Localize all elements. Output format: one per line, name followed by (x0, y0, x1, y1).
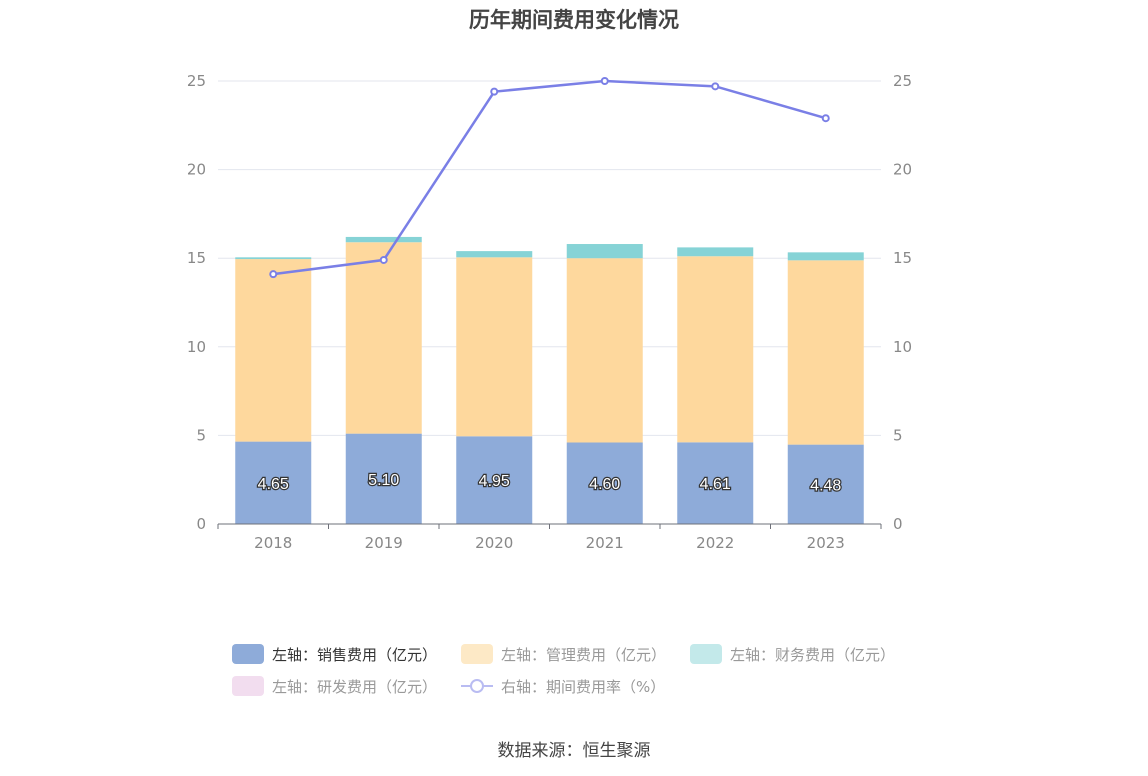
legend-row: 左轴：研发费用（亿元） 右轴：期间费用率（%） (232, 670, 952, 702)
x-tick-label: 2022 (696, 534, 734, 552)
legend-row: 左轴：销售费用（亿元） 左轴：管理费用（亿元） 左轴：财务费用（亿元） (232, 638, 952, 670)
bar-segment (787, 252, 864, 261)
bar-segment (787, 444, 864, 524)
bar-segment (235, 441, 312, 524)
x-tick-label: 2023 (807, 534, 845, 552)
y-right-tick-label: 20 (893, 161, 912, 179)
legend-swatch-icon (690, 644, 723, 664)
legend-label: 右轴：期间费用率（%） (501, 677, 666, 696)
legend-item[interactable]: 左轴：管理费用（亿元） (461, 644, 666, 665)
x-tick-label: 2018 (254, 534, 292, 552)
y-right-tick-label: 25 (893, 72, 912, 90)
bar-segment (566, 442, 643, 524)
y-left-tick-label: 5 (196, 426, 206, 444)
legend-swatch-icon (232, 676, 264, 696)
bar-segment (235, 259, 312, 442)
bar-segment (235, 257, 312, 260)
legend-item[interactable]: 左轴：研发费用（亿元） (232, 676, 437, 697)
bar-segment (566, 244, 643, 259)
legend-item[interactable]: 左轴：财务费用（亿元） (690, 644, 895, 665)
y-left-tick-label: 0 (196, 515, 206, 533)
axis-layer: 0 5 10 15 20 25 0 5 10 15 20 25 2018 2019 2020 2021 2022… (187, 72, 912, 552)
y-left-tick-label: 15 (187, 249, 206, 267)
legend-label: 左轴：销售费用（亿元） (272, 645, 438, 664)
bar-segment (677, 256, 754, 443)
bar-segment (787, 260, 864, 445)
legend-swatch-icon (232, 644, 264, 664)
y-right-tick-label: 5 (893, 426, 903, 444)
bar-segment (677, 442, 754, 524)
y-right-tick-label: 10 (893, 338, 912, 356)
rate-point (821, 114, 830, 123)
legend-line-marker-icon (461, 676, 494, 696)
y-right-tick-label: 0 (893, 515, 903, 533)
rate-point (711, 82, 720, 91)
x-tick-label: 2021 (586, 534, 624, 552)
bar-segment (677, 247, 754, 257)
rate-line (273, 79, 827, 276)
bar-layer (235, 236, 864, 524)
y-right-tick-label: 15 (893, 249, 912, 267)
bar-segment (345, 242, 422, 434)
bar-segment (345, 236, 422, 243)
rate-point (269, 270, 278, 279)
rate-point (379, 255, 388, 264)
bar-segment (566, 258, 643, 443)
legend: 左轴：销售费用（亿元） 左轴：管理费用（亿元） 左轴：财务费用（亿元） 左轴：研发费… (232, 638, 952, 702)
bar-value-label: 4.48 (810, 477, 841, 494)
legend-label: 左轴：研发费用（亿元） (272, 677, 438, 696)
rate-point (490, 87, 499, 96)
legend-item[interactable]: 左轴：销售费用（亿元） (232, 644, 437, 665)
bar-value-label: 4.65 (258, 476, 289, 493)
bar-value-label: 4.95 (479, 473, 510, 490)
legend-label: 左轴：财务费用（亿元） (730, 645, 896, 664)
bar-segment (456, 251, 533, 258)
rate-point (600, 77, 609, 85)
chart-title: 历年期间费用变化情况 (469, 8, 679, 32)
legend-swatch-icon (461, 644, 494, 664)
bar-segment (345, 433, 422, 524)
label-layer: 4.65 5.10 4.95 4.60 4.61 4.48 (256, 471, 842, 496)
y-left-tick-label: 20 (187, 161, 206, 179)
x-tick-label: 2019 (365, 534, 403, 552)
source-note: 数据来源：恒生聚源 (497, 741, 651, 761)
bar-segment (456, 436, 533, 524)
bar-value-label: 5.10 (368, 472, 399, 489)
y-left-tick-label: 10 (187, 338, 206, 356)
line-layer (269, 77, 830, 279)
bar-segment (456, 257, 533, 437)
y-left-tick-label: 25 (187, 72, 206, 90)
bar-value-label: 4.60 (589, 476, 620, 493)
bar-value-label: 4.61 (700, 476, 731, 493)
legend-label: 左轴：管理费用（亿元） (501, 645, 667, 664)
legend-item[interactable]: 右轴：期间费用率（%） (461, 676, 665, 697)
grid-layer (218, 80, 881, 436)
x-tick-label: 2020 (475, 534, 513, 552)
